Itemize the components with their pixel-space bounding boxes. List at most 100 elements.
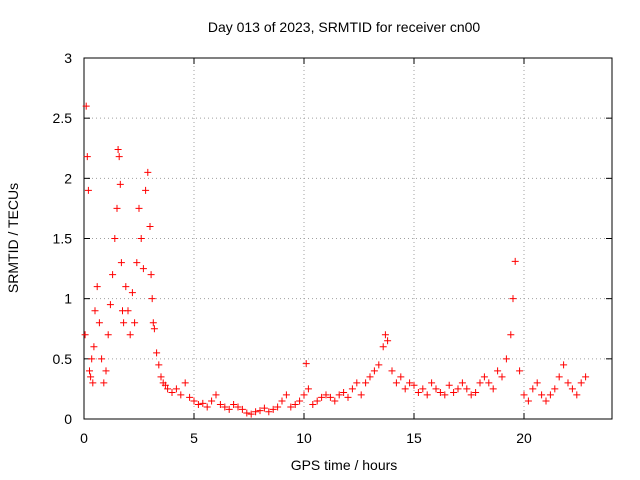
data-point	[153, 349, 161, 357]
data-point	[423, 391, 431, 399]
data-point	[230, 401, 238, 409]
data-point	[102, 367, 110, 375]
data-point	[551, 385, 559, 393]
x-tick-label: 5	[190, 430, 198, 446]
data-point	[560, 361, 568, 369]
data-point	[100, 379, 108, 387]
data-point	[582, 373, 590, 381]
data-point	[150, 325, 158, 333]
data-point	[106, 301, 114, 309]
data-point	[414, 389, 422, 397]
data-point	[353, 379, 361, 387]
data-point	[287, 403, 295, 411]
x-tick-label: 20	[516, 430, 532, 446]
data-point	[164, 385, 172, 393]
data-point	[149, 319, 157, 327]
data-point	[84, 186, 92, 194]
data-point	[392, 379, 400, 387]
data-point	[480, 373, 488, 381]
data-point	[300, 391, 308, 399]
data-point	[419, 385, 427, 393]
data-point	[509, 295, 517, 303]
data-point	[546, 391, 554, 399]
data-point	[388, 367, 396, 375]
data-point	[161, 381, 169, 389]
data-point	[302, 360, 310, 368]
data-point	[366, 373, 374, 381]
data-point	[172, 385, 180, 393]
data-point	[441, 391, 449, 399]
data-point	[88, 355, 96, 363]
data-point	[109, 271, 117, 279]
data-point	[516, 367, 524, 375]
data-point	[340, 389, 348, 397]
data-point	[114, 145, 122, 153]
y-tick-label: 1	[64, 291, 72, 307]
x-tick-label: 15	[406, 430, 422, 446]
data-point	[463, 385, 471, 393]
y-tick-label: 0	[64, 411, 72, 427]
data-point	[83, 153, 91, 161]
data-point	[146, 222, 154, 230]
data-point	[568, 385, 576, 393]
data-point	[410, 381, 418, 389]
data-point	[116, 180, 124, 188]
data-point	[243, 409, 251, 417]
data-point	[148, 295, 156, 303]
data-point	[476, 379, 484, 387]
data-point	[520, 391, 528, 399]
data-point	[379, 343, 387, 351]
data-point	[260, 404, 268, 412]
data-point	[128, 289, 136, 297]
data-point	[221, 403, 229, 411]
data-point	[564, 379, 572, 387]
data-point	[177, 391, 185, 399]
data-point	[131, 319, 139, 327]
data-point	[291, 401, 299, 409]
data-point	[502, 355, 510, 363]
data-point	[494, 367, 502, 375]
data-point	[124, 307, 132, 315]
data-point	[489, 385, 497, 393]
data-point	[538, 391, 546, 399]
data-point	[375, 361, 383, 369]
data-point	[135, 204, 143, 212]
data-point	[147, 271, 155, 279]
data-point	[384, 337, 392, 345]
data-point	[296, 397, 304, 405]
data-point	[93, 283, 101, 291]
data-point	[168, 389, 176, 397]
gridlines	[84, 58, 612, 419]
data-point	[256, 407, 264, 415]
data-point	[269, 405, 277, 413]
data-point	[467, 391, 475, 399]
data-point	[335, 391, 343, 399]
data-point	[401, 385, 409, 393]
data-point	[234, 403, 242, 411]
data-point	[225, 405, 233, 413]
data-point	[309, 401, 317, 409]
data-point	[181, 379, 189, 387]
data-point	[104, 331, 112, 339]
data-point	[190, 397, 198, 405]
data-point	[326, 393, 334, 401]
x-tick-label: 0	[80, 430, 88, 446]
data-point	[278, 397, 286, 405]
data-point	[86, 367, 93, 375]
data-point	[252, 408, 260, 416]
data-point	[370, 367, 378, 375]
axis-ticks: 0 5 10 15 20 0 0.5 1 1.5 2 2.5 3	[53, 50, 612, 446]
data-point	[485, 379, 493, 387]
data-point	[142, 186, 150, 194]
data-point	[344, 393, 352, 401]
data-point	[542, 397, 550, 405]
data-point	[208, 397, 216, 405]
data-point	[81, 331, 89, 339]
data-point	[122, 283, 130, 291]
y-tick-label: 2	[64, 170, 72, 186]
y-tick-label: 3	[64, 50, 72, 66]
data-point	[139, 265, 147, 273]
data-point	[98, 355, 106, 363]
data-point	[203, 403, 211, 411]
